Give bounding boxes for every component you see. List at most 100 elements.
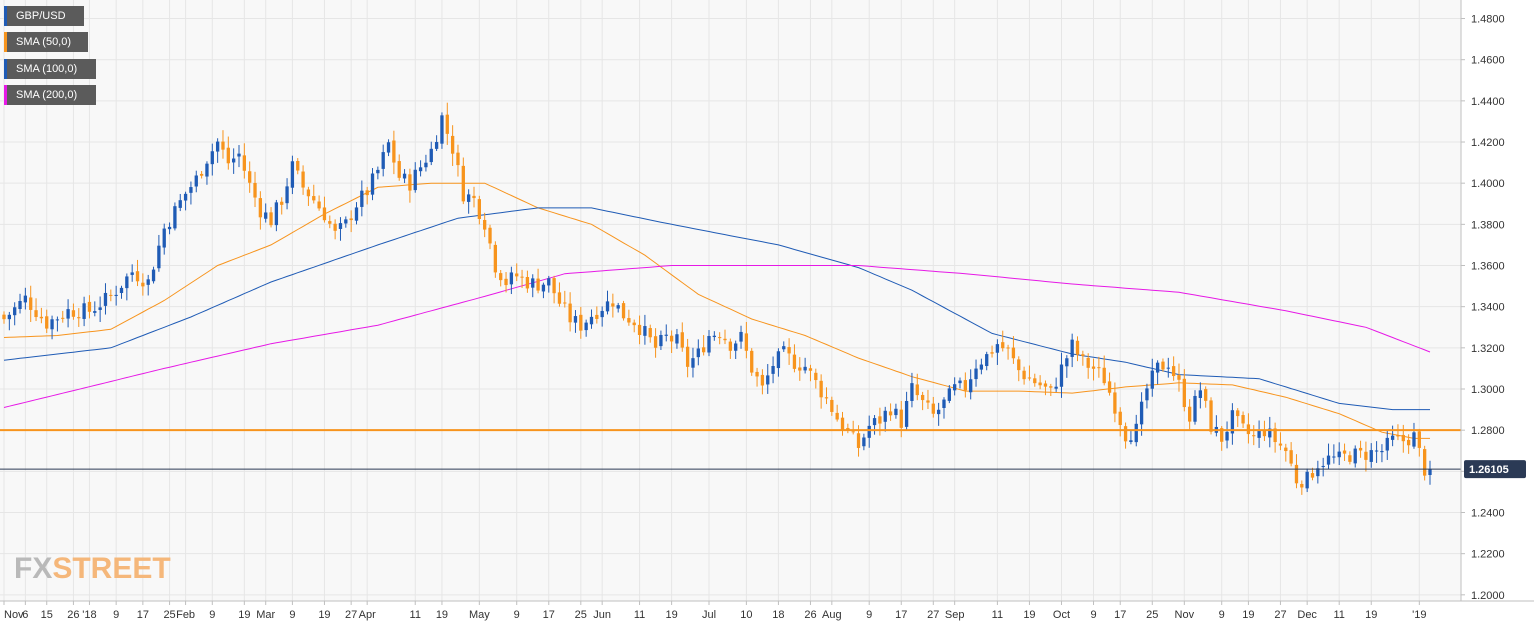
candle-body [547, 278, 551, 286]
candle-body [1150, 370, 1154, 389]
candle-body [301, 171, 305, 188]
candle [787, 338, 791, 365]
candle-body [1006, 347, 1010, 349]
candle-body [1081, 354, 1085, 356]
x-tick-label: 19 [238, 609, 250, 621]
candle [386, 139, 391, 157]
candle [931, 396, 935, 418]
candle [659, 330, 663, 350]
candle-body [418, 167, 423, 172]
legend-item-sma200[interactable]: SMA (200,0) [4, 85, 96, 105]
candle [151, 266, 156, 284]
candle-body [242, 155, 246, 171]
candle [210, 143, 214, 176]
candle [125, 273, 129, 301]
candle [328, 215, 332, 229]
x-tick-label: 25 [1146, 609, 1158, 621]
candle-body [1348, 455, 1352, 462]
candle-body [135, 271, 140, 282]
candle-body [354, 207, 359, 221]
candle-body [621, 303, 626, 319]
candle [1204, 386, 1208, 408]
candle-body [456, 152, 460, 166]
x-tick-label: 9 [514, 609, 520, 621]
candle-body [643, 326, 647, 336]
candle [376, 166, 380, 180]
candle [1348, 451, 1352, 465]
candle-body [883, 410, 887, 422]
candle [483, 212, 487, 238]
candle [93, 301, 97, 317]
candle-body [253, 182, 257, 198]
candle-body [1033, 378, 1037, 384]
candle [669, 330, 674, 354]
candle [264, 203, 268, 223]
candle [440, 112, 444, 149]
candle-body [248, 171, 252, 183]
candle [557, 282, 562, 307]
candle [963, 372, 968, 398]
last-price-text: 1.26105 [1469, 464, 1509, 476]
candle-body [34, 310, 38, 318]
candle [1022, 366, 1026, 385]
x-tick-label: 11 [992, 609, 1003, 621]
legend-item-gbpusd[interactable]: GBP/USD [4, 6, 84, 26]
candle [563, 290, 567, 308]
candle-body [707, 335, 711, 353]
candle [167, 222, 172, 235]
candle [707, 330, 711, 357]
candle [1385, 430, 1389, 460]
x-tick-label: 27 [1274, 609, 1286, 621]
candle [1252, 425, 1256, 446]
x-tick-label: 9 [1090, 609, 1096, 621]
candle-body [77, 317, 81, 319]
candle [1316, 460, 1320, 484]
x-tick-label: 17 [543, 609, 555, 621]
candle [894, 403, 898, 419]
candle-body [653, 336, 658, 348]
legend-item-sma50[interactable]: SMA (50,0) [4, 32, 88, 52]
candle [595, 306, 599, 324]
x-tick-label: 19 [1242, 609, 1254, 621]
candle-body [493, 244, 498, 273]
candle-body [798, 367, 802, 371]
candle [739, 325, 743, 349]
candle-body [958, 380, 962, 384]
candle [824, 387, 829, 405]
candle-body [819, 380, 823, 398]
candle [1342, 443, 1347, 461]
candle [354, 202, 359, 225]
candle [910, 372, 914, 408]
candle [499, 269, 503, 287]
candle-body [98, 307, 102, 310]
candle [808, 364, 813, 382]
candle-body [1326, 455, 1331, 465]
candle [7, 311, 11, 331]
candle-body [739, 331, 743, 342]
candle [493, 241, 498, 278]
candle [584, 319, 588, 337]
candle-body [1316, 468, 1320, 477]
legend-item-sma100[interactable]: SMA (100,0) [4, 59, 96, 79]
candle-body [488, 227, 492, 244]
candle-body [696, 348, 700, 358]
candle [579, 306, 583, 339]
candle-body [312, 196, 316, 201]
candle [269, 207, 273, 228]
candle-body [568, 303, 572, 323]
x-tick-label: 9 [866, 609, 872, 621]
candle [1123, 422, 1128, 449]
candle-body [515, 273, 519, 277]
candle-body [1268, 428, 1272, 438]
candle [1423, 445, 1427, 481]
last-price-label: 1.26105 [1464, 460, 1526, 479]
candle-body [1129, 440, 1133, 443]
candle [830, 396, 834, 416]
candle-body [974, 368, 978, 380]
candle-body [151, 269, 156, 282]
candle-body [1252, 435, 1256, 437]
candle-body [167, 226, 172, 230]
candle-body [685, 346, 690, 367]
candle-body [792, 354, 797, 369]
candle-body [29, 297, 33, 310]
